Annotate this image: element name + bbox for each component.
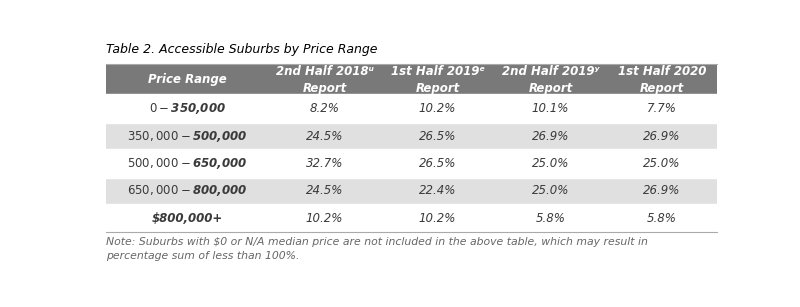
Text: 26.5%: 26.5% xyxy=(419,157,456,170)
Text: 32.7%: 32.7% xyxy=(306,157,343,170)
Text: 25.0%: 25.0% xyxy=(532,157,569,170)
Bar xyxy=(106,150,717,177)
Text: 26.9%: 26.9% xyxy=(643,130,681,143)
Text: $350,000-$500,000: $350,000-$500,000 xyxy=(127,129,247,144)
Text: 26.5%: 26.5% xyxy=(419,130,456,143)
Text: 5.8%: 5.8% xyxy=(535,212,566,225)
Text: $500,000-$650,000: $500,000-$650,000 xyxy=(127,156,247,171)
Text: 10.2%: 10.2% xyxy=(419,102,456,115)
Text: 22.4%: 22.4% xyxy=(419,184,456,197)
Bar xyxy=(106,177,717,204)
Text: 7.7%: 7.7% xyxy=(647,102,677,115)
Text: 10.2%: 10.2% xyxy=(306,212,343,225)
Text: 25.0%: 25.0% xyxy=(643,157,681,170)
Text: Table 2. Accessible Suburbs by Price Range: Table 2. Accessible Suburbs by Price Ran… xyxy=(106,43,378,56)
Text: $650,000-$800,000: $650,000-$800,000 xyxy=(127,183,247,198)
Text: Note: Suburbs with $0 or N/A median price are not included in the above table, w: Note: Suburbs with $0 or N/A median pric… xyxy=(106,237,648,261)
Text: 5.8%: 5.8% xyxy=(647,212,677,225)
Text: 2nd Half 2018ᵘ
Report: 2nd Half 2018ᵘ Report xyxy=(275,64,374,95)
Text: 24.5%: 24.5% xyxy=(306,130,343,143)
Text: 1st Half 2019ᵉ
Report: 1st Half 2019ᵉ Report xyxy=(390,64,485,95)
Text: 10.1%: 10.1% xyxy=(532,102,569,115)
Text: 26.9%: 26.9% xyxy=(532,130,569,143)
Text: $800,000+: $800,000+ xyxy=(151,212,222,225)
Text: Price Range: Price Range xyxy=(148,73,226,86)
Text: $0-$350,000: $0-$350,000 xyxy=(149,101,226,116)
Bar xyxy=(106,95,717,122)
Text: 2nd Half 2019ʸ
Report: 2nd Half 2019ʸ Report xyxy=(502,64,599,95)
Text: 8.2%: 8.2% xyxy=(310,102,339,115)
Bar xyxy=(106,122,717,150)
Text: 10.2%: 10.2% xyxy=(419,212,456,225)
Bar xyxy=(106,64,717,95)
Text: 25.0%: 25.0% xyxy=(532,184,569,197)
Text: 26.9%: 26.9% xyxy=(643,184,681,197)
Text: 1st Half 2020
Report: 1st Half 2020 Report xyxy=(618,64,706,95)
Bar xyxy=(106,204,717,232)
Text: 24.5%: 24.5% xyxy=(306,184,343,197)
